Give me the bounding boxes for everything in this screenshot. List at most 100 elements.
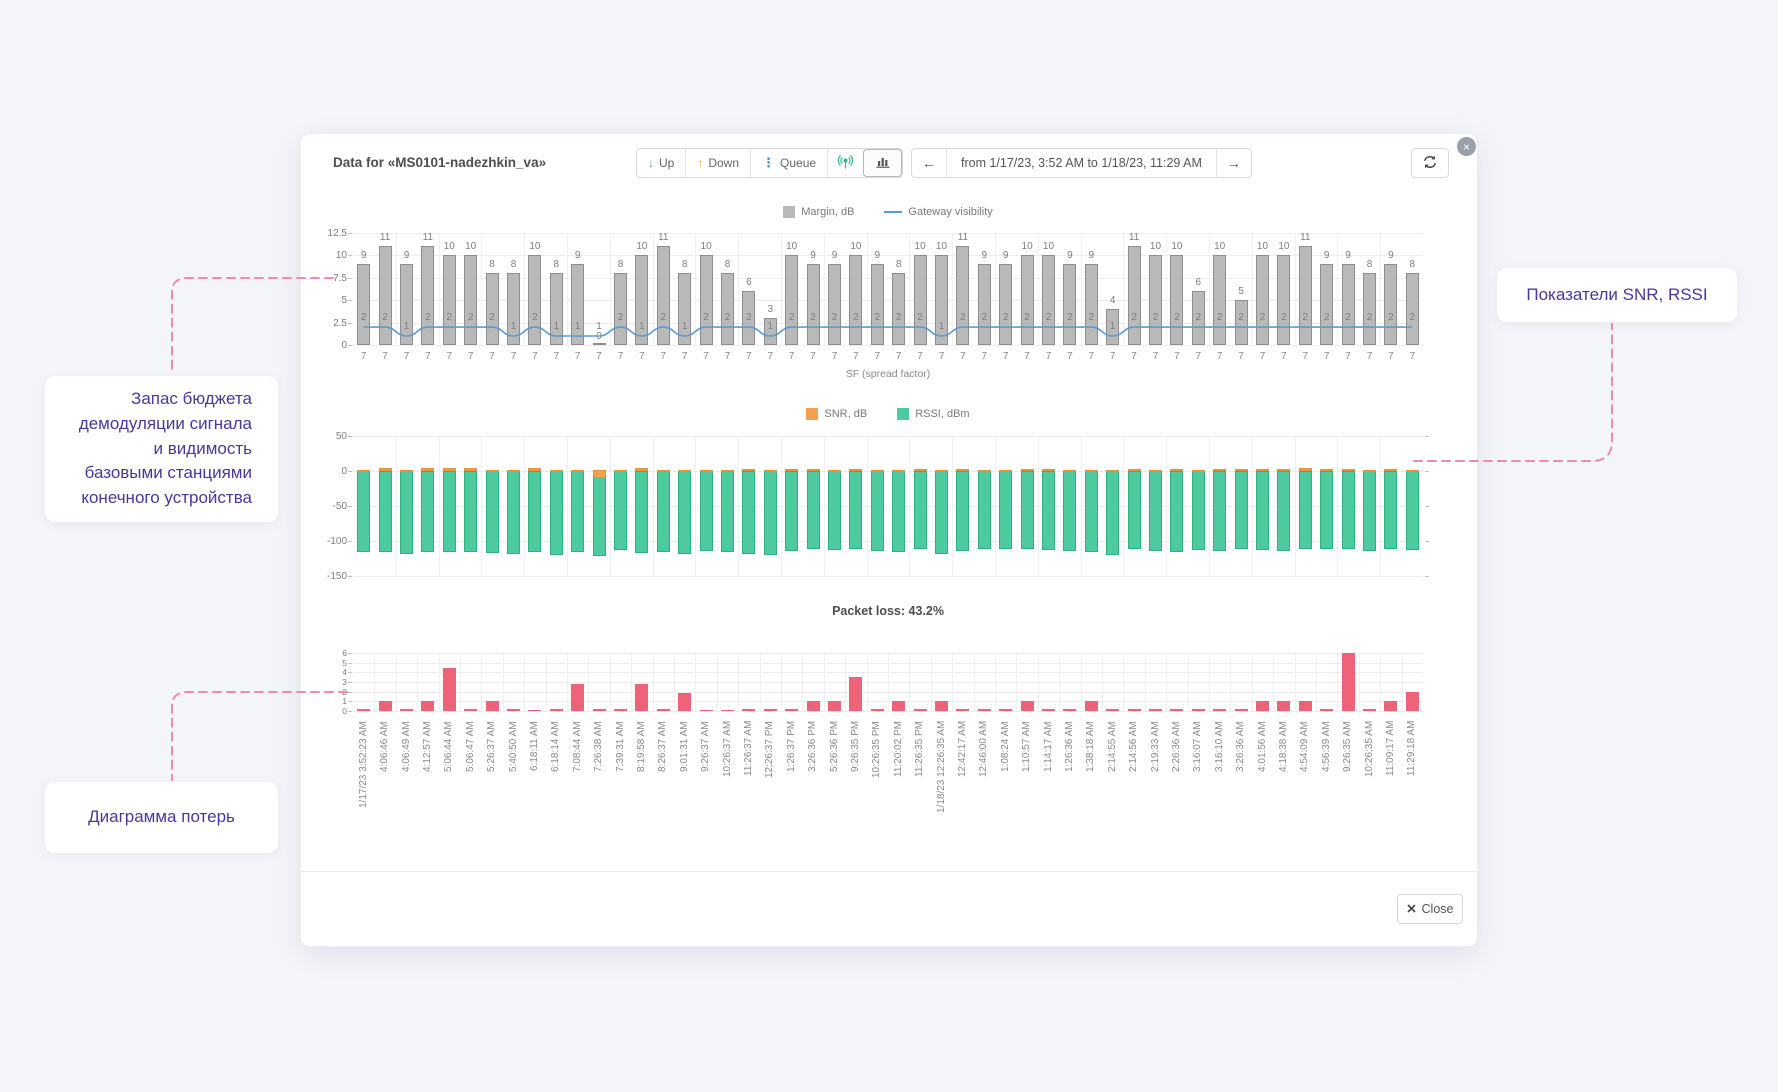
packet-loss-bar <box>763 709 777 711</box>
rssi-bar <box>549 471 563 555</box>
rssi-bar <box>400 471 413 554</box>
close-x-icon <box>1406 902 1416 916</box>
time-tick-label: 2:19:33 AM <box>1149 721 1161 772</box>
margin-bar <box>1277 255 1291 345</box>
packet-loss-bar <box>592 709 606 711</box>
down-button[interactable]: ↑ Down <box>685 149 751 177</box>
packet-loss-bar <box>1020 701 1034 711</box>
snr-legend-label: SNR, dB <box>824 408 868 420</box>
time-tick-label: 2:14:56 AM <box>1128 721 1140 772</box>
margin-bar <box>699 255 713 345</box>
snr-bar <box>977 469 991 472</box>
time-tick-label: 7:26:38 AM <box>593 721 605 772</box>
rssi-bar <box>442 471 456 552</box>
margin-bar <box>1084 264 1098 345</box>
margin-bar <box>464 255 478 345</box>
margin-bar <box>571 264 585 345</box>
left-arrow-icon: ← <box>922 155 936 171</box>
sf-tick: 7 <box>360 351 367 362</box>
refresh-button[interactable] <box>1411 148 1449 178</box>
packet-loss-bar <box>1363 709 1376 711</box>
time-tick-label: 7:39:31 AM <box>614 721 626 772</box>
chart-view-button[interactable] <box>863 149 903 177</box>
up-button[interactable]: ↓ Up <box>637 149 686 177</box>
time-tick-label: 11:26:35 PM <box>914 721 926 777</box>
time-tick-label: 1:26:36 AM <box>1063 721 1075 772</box>
packet-loss-bar <box>892 701 906 711</box>
y-tick-label: 1 <box>342 696 347 707</box>
rssi-legend-swatch <box>897 408 910 420</box>
packet-loss-x-labels: 1/17/23 3:52:23 AM 4:06:46 AM 4:06:49 AM 4:… <box>353 717 1423 857</box>
sf-tick: 7 <box>1195 351 1202 362</box>
time-tick-label: 4:06:46 AM <box>379 721 391 772</box>
time-tick-label: 12:46:00 AM <box>978 721 990 778</box>
sf-tick: 7 <box>681 351 688 362</box>
date-range-display[interactable]: from 1/17/23, 3:52 AM to 1/18/23, 11:29 … <box>946 149 1216 177</box>
time-tick-label: 4:54:09 AM <box>1299 721 1311 772</box>
time-tick-label: 1:10:57 AM <box>1021 721 1033 772</box>
rssi-bar <box>806 471 820 550</box>
margin-bar <box>1234 300 1248 345</box>
packet-loss-bar <box>1298 701 1312 711</box>
modal-corner-close-button[interactable]: × <box>1457 137 1476 156</box>
margin-bar <box>935 255 948 345</box>
y-tick-label: -150 <box>326 571 347 582</box>
snr-bar <box>549 469 563 472</box>
snr-bar <box>1106 469 1120 472</box>
next-range-button[interactable]: → <box>1215 149 1251 177</box>
margin-bar <box>357 264 371 345</box>
time-tick-label: 10:26:35 PM <box>871 721 883 778</box>
snr-bar <box>1127 468 1141 471</box>
vertical-dots-icon: ⋮ <box>762 155 776 170</box>
prev-range-button[interactable]: ← <box>912 149 946 177</box>
margin-bar <box>1149 255 1162 345</box>
margin-bar <box>956 246 970 345</box>
snr-bar <box>721 469 734 472</box>
time-tick-label: 5:40:50 AM <box>507 721 519 772</box>
margin-bar <box>806 264 820 345</box>
bar-chart-icon <box>875 155 891 171</box>
time-tick-label: 4:56:39 AM <box>1320 721 1332 772</box>
margin-bar <box>1256 255 1269 345</box>
sf-tick: 7 <box>960 351 966 362</box>
margin-bar <box>1384 264 1398 345</box>
sf-tick: 7 <box>1302 351 1309 362</box>
packet-loss-bar <box>785 709 799 711</box>
sf-tick: 7 <box>810 351 816 362</box>
y-tick-label: 3 <box>342 677 347 687</box>
packet-loss-bar <box>977 709 991 711</box>
rssi-bar <box>1042 471 1055 551</box>
rssi-bar <box>656 471 670 552</box>
snr-bar <box>935 469 948 472</box>
queue-button[interactable]: ⋮ Queue <box>750 149 828 177</box>
rssi-bar <box>1341 471 1355 550</box>
snr-bar <box>592 469 606 478</box>
packet-loss-bar <box>1384 701 1398 711</box>
packet-loss-bar <box>828 701 841 711</box>
packet-loss-bar <box>1405 691 1419 711</box>
rssi-bar <box>614 471 627 551</box>
sf-tick: 7 <box>574 351 581 362</box>
packet-loss-bar <box>913 709 927 711</box>
rssi-legend-label: RSSI, dBm <box>915 408 970 420</box>
rssi-bar <box>1298 471 1312 549</box>
sf-tick: 7 <box>1216 351 1223 362</box>
sf-tick: 7 <box>617 351 624 362</box>
rssi-bar <box>1277 471 1291 551</box>
sf-tick: 7 <box>724 351 731 362</box>
rssi-bar <box>699 471 713 551</box>
gateway-view-button[interactable] <box>827 149 864 177</box>
close-button[interactable]: Close <box>1397 894 1463 924</box>
sf-tick: 7 <box>1024 351 1030 362</box>
time-tick-label: 2:14:55 AM <box>1106 721 1118 772</box>
rssi-bar <box>592 471 606 557</box>
snr-bar <box>635 468 649 471</box>
sf-tick: 7 <box>660 351 667 362</box>
time-tick-label: 8:26:37 AM <box>657 721 669 772</box>
margin-bar <box>592 343 606 345</box>
time-tick-label: 2:26:36 AM <box>1170 721 1182 772</box>
sf-tick: 7 <box>639 351 645 362</box>
margin-legend-label: Margin, dB <box>801 206 855 218</box>
sf-tick: 7 <box>596 351 602 362</box>
time-tick-label: 4:18:38 AM <box>1277 721 1289 772</box>
